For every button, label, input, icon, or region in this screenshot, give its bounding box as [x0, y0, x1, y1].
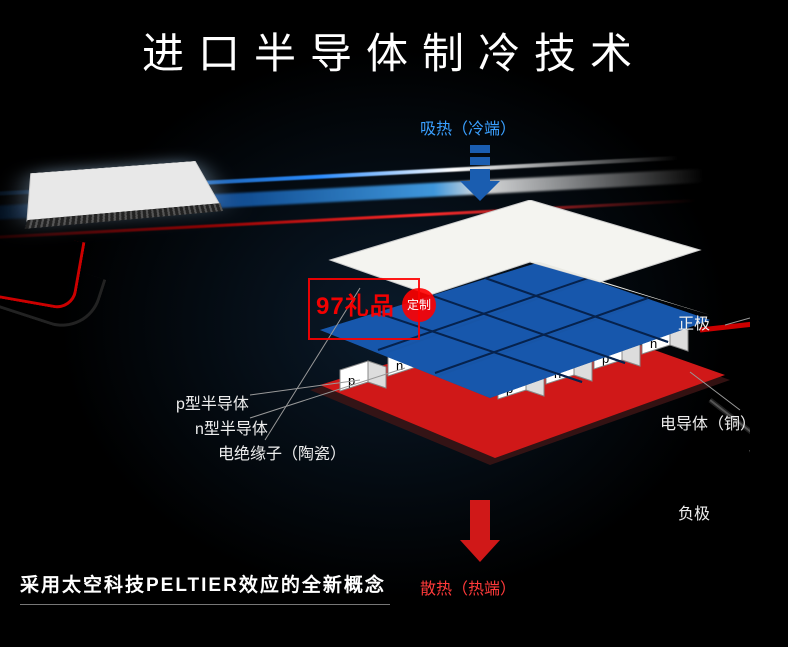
label-conductor: 电导体（铜） — [660, 410, 756, 434]
label-negative: 负极 — [678, 500, 710, 524]
arrow-cold-icon — [455, 145, 505, 205]
label-insulator: 电绝缘子（陶瓷） — [218, 440, 346, 464]
arrow-hot-icon — [455, 500, 505, 570]
label-hot-side: 散热（热端） — [420, 575, 516, 599]
subtitle-underline — [20, 604, 390, 605]
main-title: 进口半导体制冷技术 — [142, 20, 646, 81]
peltier-chip-photo — [26, 161, 220, 221]
label-cold-side: 吸热（冷端） — [420, 115, 516, 139]
label-n-type: n型半导体 — [195, 415, 268, 439]
label-p-type: p型半导体 — [176, 390, 249, 414]
peltier-exploded-diagram: p n p n p n p — [230, 200, 750, 550]
subtitle: 采用太空科技PELTIER效应的全新概念 — [20, 570, 386, 597]
label-positive: 正极 — [678, 310, 710, 334]
